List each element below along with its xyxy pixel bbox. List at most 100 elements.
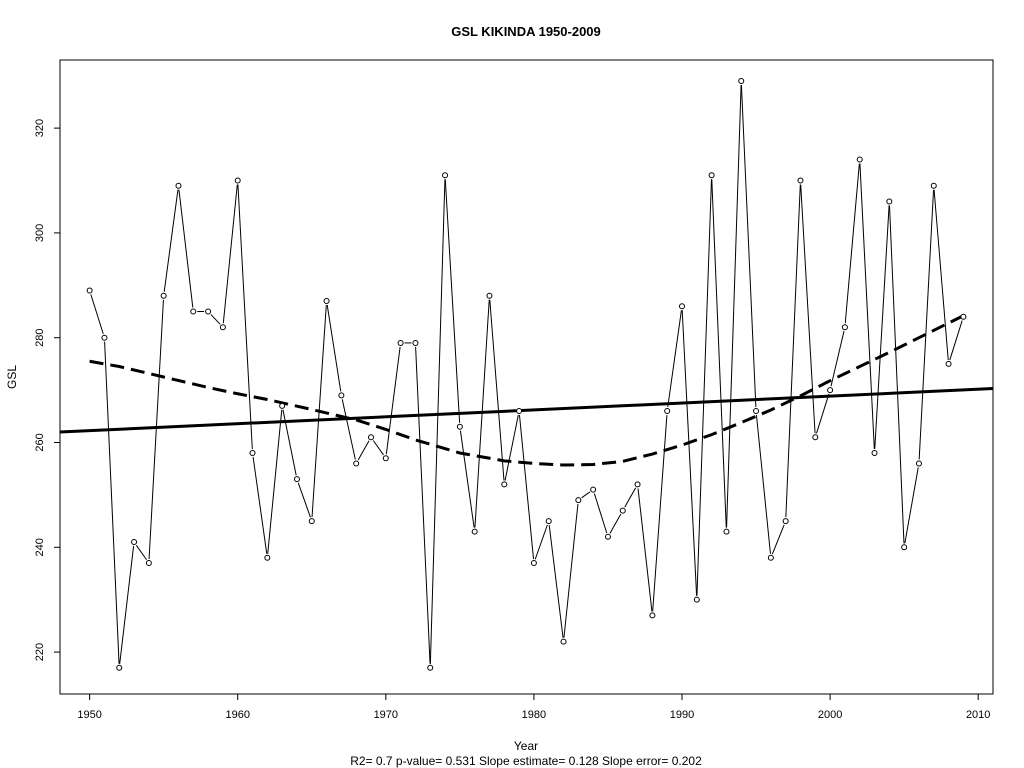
gsl-points-layer [86,77,967,671]
y-tick-label: 320 [34,119,46,137]
x-axis: 1950 1960 1970 1980 1990 2000 2010 [77,694,990,721]
gsl-data-point [753,408,760,415]
gsl-line-segment [800,184,816,434]
x-tick-label: 1950 [77,709,101,721]
gsl-line-segment [609,513,622,534]
gsl-data-point [679,303,685,310]
gsl-data-point [915,460,922,467]
gsl-line-segment [563,504,579,638]
gsl-data-point [486,292,493,299]
y-tick-label: 220 [34,643,46,661]
gsl-line-segment [624,487,637,508]
gsl-data-point [205,308,212,315]
gsl-data-point [145,560,152,567]
gsl-line-segment [372,440,384,456]
gsl-data-point [101,334,108,341]
gsl-data-point [886,198,893,205]
gsl-line-segment [785,184,801,518]
gsl-line-segment [740,84,757,408]
gsl-line-segment [237,184,253,450]
gsl-line-segment [444,179,461,423]
gsl-line-segment [726,84,742,528]
x-tick-label: 1990 [670,709,694,721]
smooth-trend-layer [89,314,965,467]
gsl-line-segment [581,491,591,499]
gsl-data-point [960,313,967,320]
x-axis-label: Year [514,739,538,753]
gsl-line-segment [830,331,845,387]
gsl-line-segment [119,545,135,664]
gsl-line-segment [282,409,297,476]
gsl-data-point [901,544,908,551]
gsl-line-segment [874,205,890,450]
gsl-data-point [604,533,611,540]
gsl-line-segment [385,346,401,455]
gsl-data-point [649,612,656,619]
gsl-data-point [264,554,271,561]
smooth-trend-line [89,314,965,467]
gsl-line-segment [755,414,771,554]
gsl-data-point [664,408,671,415]
gsl-line-segment [889,205,905,544]
gsl-data-point [856,156,863,163]
gsl-data-point [590,486,597,493]
gsl-line-segment [548,525,564,638]
gsl-line-segment [518,414,535,560]
linear-trend-line [59,387,994,434]
gsl-data-point [86,287,93,294]
gsl-line-segment [163,189,179,292]
gsl-data-point [175,182,182,189]
gsl-line-segment [652,415,668,612]
gsl-data-point [841,324,848,331]
gsl-data-point [575,497,582,504]
gsl-data-point [530,560,537,567]
gsl-line-segment [222,184,238,324]
gsl-line-segment [933,189,949,360]
gsl-data-point [368,434,374,441]
gsl-data-point [338,392,345,399]
gsl-data-point [323,298,330,305]
gsl-line-segment [489,299,505,481]
gsl-line-segment [534,524,548,560]
x-tick-label: 2010 [966,709,990,721]
gsl-line-segment [904,467,919,544]
linear-trend-layer [59,387,994,434]
gsl-line-segment [593,493,608,534]
gsl-data-point [560,638,567,645]
gsl-data-point [516,408,523,415]
gsl-line-segment [696,179,712,596]
gsl-data-point [827,387,834,394]
gsl-line-segment [252,456,268,554]
gsl-data-point [619,507,626,514]
gsl-line-segment [667,310,682,408]
gsl-data-point [945,360,952,367]
gsl-line-segment [210,314,221,325]
gsl-line-segment [429,179,446,664]
gsl-data-point [501,481,508,488]
gsl-data-point [160,292,167,299]
gsl-line-segment [148,299,164,560]
gsl-line-segment [918,189,935,460]
gsl-data-point [812,434,819,441]
gsl-data-point [219,324,226,331]
gsl-series-layer [90,84,963,664]
gsl-line-segment [297,482,311,518]
gsl-data-point [782,518,789,525]
x-tick-label: 2000 [818,709,842,721]
gsl-data-point [293,476,300,483]
gsl-line-segment [459,430,475,528]
gsl-data-point [382,455,389,462]
gsl-data-point [249,449,256,456]
gsl-data-point [693,596,700,603]
gsl-line-segment [415,346,431,664]
gsl-data-point [738,77,745,84]
gsl-line-segment [711,179,727,528]
gsl-data-point [456,423,463,430]
chart-title: GSL KIKINDA 1950-2009 [451,24,601,39]
gsl-data-point [427,664,434,671]
gsl-line-segment [135,545,147,561]
gsl-line-segment [357,440,370,461]
gsl-data-point [634,481,641,488]
gsl-data-point [797,177,804,184]
